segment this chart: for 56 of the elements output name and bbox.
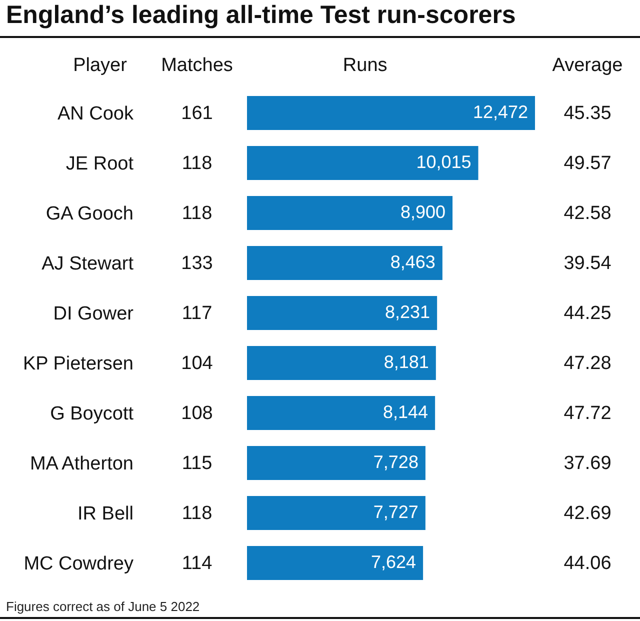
category-label: MA Atherton (30, 454, 134, 474)
data-label: 10,015 (416, 152, 472, 172)
data-label: 47.28 (564, 353, 612, 374)
data-label: 37.69 (564, 453, 612, 474)
bar (247, 496, 426, 530)
data-label: 118 (182, 153, 212, 174)
data-label: 8,463 (390, 252, 436, 272)
x-axis-title: Runs (342, 55, 388, 76)
category-label: JE Root (66, 154, 134, 174)
data-label: 8,900 (400, 202, 446, 222)
category-label: GA Gooch (46, 204, 134, 224)
bar (247, 546, 424, 580)
data-label: 133 (181, 253, 213, 274)
text: Average (552, 55, 623, 76)
bar (247, 396, 436, 430)
data-label: 108 (181, 403, 213, 424)
data-label: 8,181 (384, 352, 429, 372)
data-label: 114 (182, 553, 213, 574)
category-label: IR Bell (78, 504, 134, 524)
data-label: 44.25 (564, 303, 612, 324)
category-label: AN Cook (57, 104, 134, 124)
data-label: 104 (181, 353, 214, 374)
data-label: 44.06 (564, 553, 612, 574)
bar (247, 296, 438, 330)
category-label: MC Cowdrey (24, 554, 134, 574)
data-label: 118 (182, 203, 212, 224)
category-label: KP Pietersen (22, 354, 134, 374)
data-label: 45.35 (564, 103, 612, 124)
bar (247, 196, 453, 230)
data-label: 161 (181, 103, 213, 124)
data-label: 42.58 (564, 203, 612, 224)
bar (247, 246, 442, 280)
text: England’s leading all-time Test run-scorers (6, 1, 516, 29)
data-label: 118 (182, 503, 212, 524)
data-label: 117 (182, 303, 212, 324)
data-label: 39.54 (564, 253, 612, 274)
category-label: DI Gower (53, 304, 134, 324)
text: Matches (161, 55, 233, 76)
data-label: 7,727 (373, 502, 418, 522)
data-label: 115 (182, 453, 212, 474)
data-label: 12,472 (472, 102, 528, 122)
data-label: 7,728 (373, 452, 418, 472)
category-label: G Boycott (50, 404, 134, 424)
category-label: AJ Stewart (42, 254, 134, 274)
bar (247, 346, 436, 380)
data-label: 8,144 (383, 402, 428, 422)
data-label: 42.69 (564, 503, 612, 524)
bar (247, 146, 478, 180)
data-label: 8,231 (385, 302, 430, 322)
bar (247, 446, 426, 480)
text: Figures correct as of June 5 2022 (6, 599, 200, 614)
text: Player (73, 55, 128, 76)
data-label: 47.72 (564, 403, 612, 424)
data-label: 7,624 (371, 552, 416, 572)
bar (247, 96, 535, 130)
data-label: 49.57 (564, 153, 612, 174)
